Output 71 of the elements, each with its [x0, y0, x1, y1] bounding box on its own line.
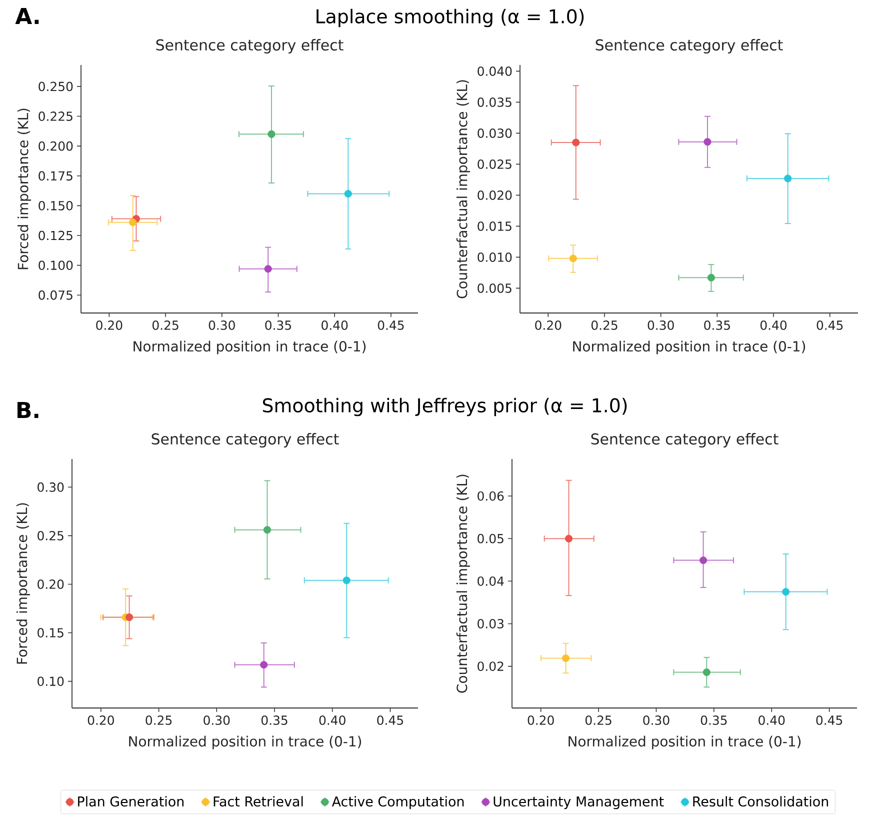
chart-title: Sentence category effect	[591, 433, 778, 448]
x-tick-label: 0.30	[648, 320, 674, 330]
y-tick-label: 0.250	[38, 82, 73, 92]
x-tick-label: 0.45	[816, 716, 842, 725]
y-tick-label: 0.005	[478, 283, 512, 293]
legend-label: Uncertainty Management	[494, 796, 664, 810]
x-tick-label: 0.30	[204, 716, 230, 725]
x-tick-label: 0.40	[760, 320, 787, 330]
x-tick-label: 0.25	[586, 716, 612, 725]
x-tick-label: 0.20	[96, 320, 122, 330]
y-axis-title: Counterfactual importance (KL)	[456, 474, 470, 693]
y-tick-label: 0.125	[38, 230, 72, 240]
y-tick-label: 0.030	[478, 128, 512, 138]
x-tick-label: 0.40	[319, 716, 346, 725]
legend-label: Active Computation	[332, 796, 464, 810]
y-tick-label: 0.035	[478, 97, 512, 107]
x-tick-label: 0.45	[378, 320, 404, 330]
y-tick-label: 0.075	[38, 290, 72, 300]
x-tick-label: 0.30	[208, 320, 235, 330]
chart-title: Sentence category effect	[152, 433, 339, 448]
y-tick-label: 0.25	[38, 530, 64, 540]
x-tick-label: 0.45	[816, 320, 843, 330]
x-tick-label: 0.25	[591, 320, 618, 330]
text: Laplace smoothing (α = 1.0)	[316, 8, 584, 28]
y-tick-label: 0.05	[478, 534, 504, 544]
x-tick-label: 0.40	[322, 320, 348, 330]
y-tick-label: 0.03	[478, 619, 504, 628]
x-tick-label: 0.20	[528, 716, 554, 725]
x-tick-label: 0.20	[88, 716, 114, 725]
text: B.	[18, 402, 38, 418]
y-tick-label: 0.10	[38, 676, 64, 686]
x-axis-title: Normalized position in trace (0-1)	[568, 736, 801, 750]
legend-label: Fact Retrieval	[214, 796, 303, 807]
y-tick-label: 0.040	[478, 66, 512, 76]
y-tick-label: 0.175	[38, 171, 72, 181]
text: A.	[15, 8, 39, 24]
x-tick-label: 0.25	[146, 716, 172, 725]
y-tick-label: 0.20	[38, 580, 64, 589]
y-tick-label: 0.200	[38, 141, 73, 151]
y-tick-label: 0.06	[478, 491, 504, 501]
text: Smoothing with Jeffreys prior (α = 1.0)	[262, 398, 627, 416]
y-tick-label: 0.225	[38, 112, 72, 121]
y-tick-label: 0.15	[38, 628, 64, 638]
y-tick-label: 0.150	[38, 200, 73, 210]
x-tick-label: 0.45	[377, 716, 403, 725]
chart-title: Sentence category effect	[596, 39, 783, 54]
chart-title: Sentence category effect	[156, 39, 344, 54]
x-axis-title: Normalized position in trace (0-1)	[129, 736, 362, 750]
legend-label: Plan Generation	[78, 796, 184, 807]
y-tick-label: 0.010	[478, 252, 512, 262]
y-tick-label: 0.100	[38, 260, 73, 270]
x-tick-label: 0.25	[152, 320, 178, 330]
y-axis-title: Forced importance (KL)	[17, 108, 31, 270]
y-axis-title: Forced importance (KL)	[16, 503, 30, 664]
x-axis-title: Normalized position in trace (0-1)	[134, 340, 366, 354]
y-tick-label: 0.30	[38, 482, 64, 492]
x-tick-label: 0.35	[704, 320, 730, 330]
y-tick-label: 0.04	[478, 576, 504, 586]
x-tick-label: 0.35	[700, 716, 727, 725]
x-tick-label: 0.35	[261, 716, 288, 725]
x-tick-label: 0.40	[758, 716, 785, 725]
x-tick-label: 0.35	[265, 320, 292, 330]
y-tick-label: 0.020	[478, 190, 512, 200]
legend-label: Result Consolidation	[693, 796, 828, 807]
x-axis-title: Normalized position in trace (0-1)	[573, 340, 806, 354]
y-tick-label: 0.02	[478, 662, 504, 671]
y-axis-title: Counterfactual importance (KL)	[456, 80, 470, 298]
x-tick-label: 0.30	[643, 716, 670, 725]
y-tick-label: 0.015	[478, 221, 512, 231]
y-tick-label: 0.025	[478, 159, 512, 169]
x-tick-label: 0.20	[535, 320, 562, 330]
